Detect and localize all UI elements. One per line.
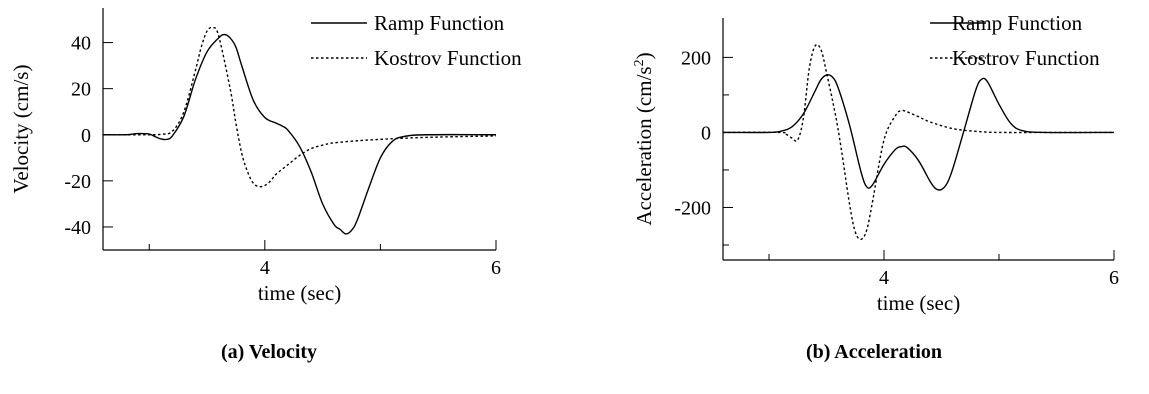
chart-b-x-tick-label: 6 — [1109, 267, 1119, 289]
chart-a-y-tick-label: 0 — [81, 125, 91, 147]
chart-b-legend-label-kostrov: Kostrov Function — [952, 46, 1100, 70]
chart-b-y-tick-label: 200 — [681, 47, 711, 69]
chart-b-y-axis-label-end: ) — [632, 52, 656, 59]
chart-a-y-axis-label-text: Velocity (cm/s) — [9, 65, 33, 194]
chart-a-y-tick-label: -40 — [64, 217, 91, 239]
chart-b-series-ramp-line — [722, 74, 1115, 191]
chart-b-caption: (b) Acceleration — [806, 341, 942, 363]
chart-a-legend-label-kostrov: Kostrov Function — [374, 46, 522, 70]
chart-b-series-kostrov-line — [722, 43, 1114, 241]
chart-a-y-tick-label: 40 — [71, 33, 91, 55]
chart-a-caption: (a) Velocity — [221, 341, 317, 363]
chart-a-series-ramp-line — [102, 33, 497, 235]
velocity-chart: 4 6 -40 -20 0 20 40 time (sec) Velocity (cm/s) Ra… — [9, 8, 522, 363]
chart-b-y-tick-label: -200 — [674, 197, 711, 219]
acceleration-chart: 4 6 -200 0 200 time (sec) Acceleration (cm/s2)… — [632, 11, 1119, 363]
chart-a-x-tick-label: 6 — [491, 257, 501, 279]
chart-b-x-axis-label: time (sec) — [877, 291, 960, 315]
chart-a-x-tick-label: 4 — [260, 257, 270, 279]
chart-b-y-tick-label: 0 — [701, 122, 711, 144]
chart-a-legend-label-ramp: Ramp Function — [374, 11, 505, 35]
chart-b-y-axis-label-text: Acceleration (cm/s — [632, 66, 656, 225]
chart-b-y-axis-label-superscript: 2 — [632, 59, 647, 66]
chart-b-y-axis-label: Acceleration (cm/s2) — [632, 52, 656, 225]
chart-a-x-axis-label: time (sec) — [258, 281, 341, 305]
chart-a-series-kostrov-line — [102, 26, 497, 188]
chart-a-y-tick-label: -20 — [64, 171, 91, 193]
chart-b-legend-label-ramp: Ramp Function — [952, 11, 1083, 35]
chart-a-y-tick-label: 20 — [71, 79, 91, 101]
chart-a-y-axis-label: Velocity (cm/s) — [9, 65, 33, 194]
chart-b-x-tick-label: 4 — [879, 267, 889, 289]
